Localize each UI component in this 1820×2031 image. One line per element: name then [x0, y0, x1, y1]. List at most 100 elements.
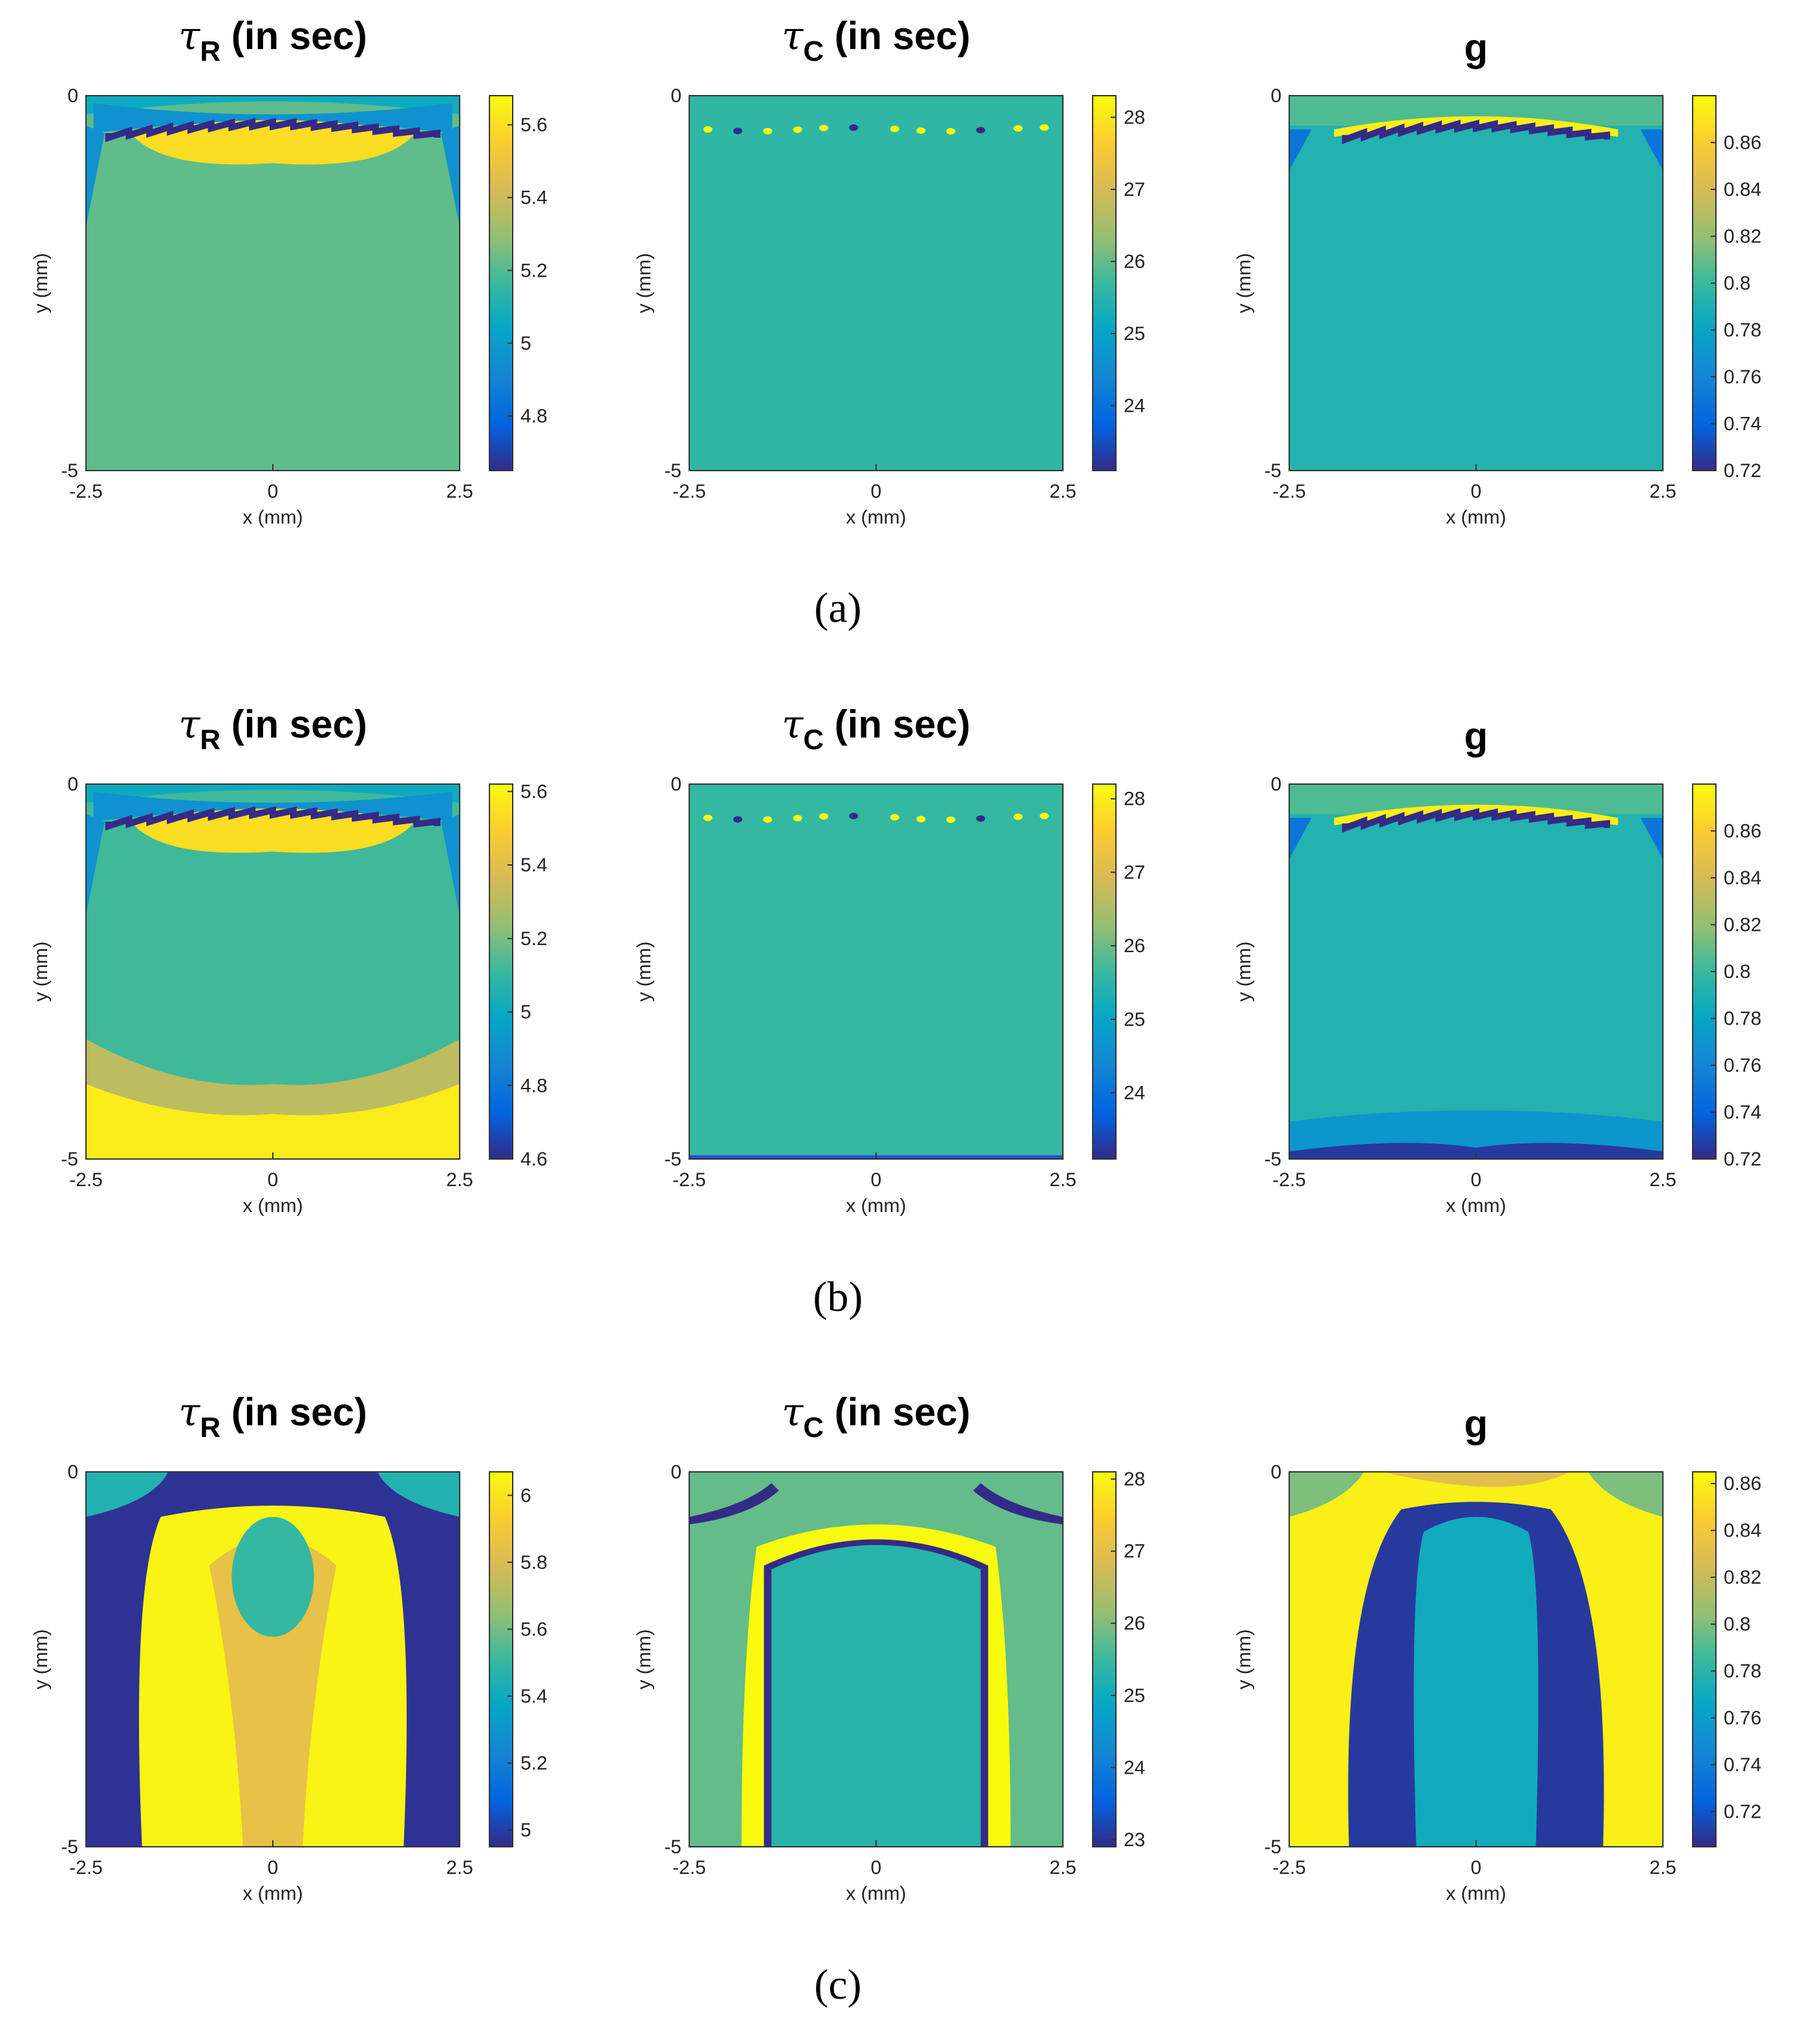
colorbar-tick-label: 0.84 — [1724, 1520, 1761, 1542]
title-symbol: τ — [178, 702, 200, 747]
title-subscript: R — [200, 724, 220, 756]
colorbar-tick-label: 27 — [1124, 862, 1145, 883]
colorbar-tick-label: 5.4 — [520, 855, 548, 876]
colorbar-tick-label: 27 — [1124, 179, 1145, 200]
colorbar-tick-label: 4.6 — [520, 1149, 548, 1170]
top-left-fan — [86, 1472, 169, 1517]
y-tick-label: 0 — [670, 85, 681, 107]
outlier-dot — [890, 125, 899, 133]
colorbar-tick-label: 24 — [1124, 1757, 1145, 1778]
colorbar-tick-label: 26 — [1124, 251, 1145, 273]
outlier-dot — [916, 127, 926, 134]
colorbar-tick-label: 26 — [1124, 1613, 1145, 1634]
colorbar-tick-label: 0.76 — [1724, 367, 1761, 388]
x-tick-label: 2.5 — [446, 481, 473, 502]
x-tick-label: 0 — [268, 1857, 279, 1878]
colorbar — [489, 95, 513, 471]
outlier-dot — [916, 816, 926, 823]
colorbar-tick-label: 0.86 — [1724, 1473, 1761, 1494]
colorbar-tick-label: 28 — [1124, 1469, 1145, 1490]
colorbar-tick-label: 0.74 — [1724, 1102, 1761, 1123]
x-tick-label: 0 — [1471, 1857, 1482, 1878]
y-axis-label: y (mm) — [634, 1629, 655, 1689]
x-tick-label: 2.5 — [1649, 1169, 1676, 1191]
y-tick-label: 0 — [67, 1462, 78, 1483]
left-stripe — [689, 1483, 779, 1525]
left-edge-wedge — [1289, 129, 1312, 171]
y-axis-label: y (mm) — [1234, 1629, 1255, 1689]
outlier-dot — [703, 126, 712, 133]
title-symbol: τ — [782, 1390, 804, 1435]
title-text: (in sec) — [824, 1390, 970, 1434]
colorbar-tick-label: 0.82 — [1724, 1567, 1761, 1588]
outlier-dot — [793, 126, 802, 133]
x-tick-label: 2.5 — [1649, 481, 1676, 502]
x-tick-label: 0 — [1471, 1169, 1482, 1191]
panel-title: τR (in sec) — [178, 14, 367, 67]
y-tick-label: -5 — [664, 1836, 681, 1858]
y-tick-label: 0 — [1270, 1462, 1281, 1483]
colorbar-tick-label: 24 — [1124, 1083, 1145, 1104]
outlier-dot — [849, 124, 859, 131]
colorbar-tick-label: 26 — [1124, 935, 1145, 957]
top-right-fan — [1588, 1472, 1663, 1517]
x-tick-label: 0 — [268, 1169, 279, 1191]
x-axis-label: x (mm) — [846, 1195, 906, 1217]
title-text: (in sec) — [824, 703, 970, 746]
colorbar-tick-label: 5.2 — [520, 928, 548, 950]
colorbar-tick-label: 5.8 — [520, 1552, 548, 1573]
top-left-fan — [1289, 1472, 1364, 1517]
x-axis-label: x (mm) — [846, 1883, 906, 1904]
title-symbol: τ — [178, 14, 200, 59]
colorbar-tick-label: 5 — [520, 1820, 531, 1841]
x-tick-label: 0 — [871, 481, 882, 502]
colorbar-tick-label: 0.78 — [1724, 1661, 1761, 1682]
outlier-dot — [976, 815, 985, 822]
colorbar-tick-label: 4.8 — [520, 406, 548, 427]
colorbar-tick-label: 25 — [1124, 1685, 1145, 1707]
yellow-arc — [1334, 116, 1618, 137]
y-tick-label: -5 — [664, 460, 681, 482]
colorbar-tick-label: 0.84 — [1724, 867, 1761, 889]
outlier-dot — [849, 813, 859, 820]
outlier-dot — [1040, 124, 1049, 131]
x-tick-label: 0 — [1471, 481, 1482, 502]
x-tick-label: -2.5 — [672, 1857, 706, 1878]
panel-a-3: g -2.5 0 2.5 x (mm) 0 -5 y (mm) 0.86 0.84 0.82 0.8 0… — [1234, 26, 1761, 528]
outlier-dot — [763, 127, 773, 134]
panel-a-1: τR (in sec) -2.5 0 2.5 x (mm) 0 -5 y (mm) 5.6 5.4… — [30, 14, 548, 528]
colorbar-tick-label: 5.2 — [520, 1753, 548, 1774]
panel-b-1: τR (in sec) -2.5 0 2.5 x (mm) 0 -5 y (mm) 5.6 5.4… — [30, 702, 548, 1217]
y-tick-label: -5 — [1264, 1149, 1281, 1170]
panel-title: τR (in sec) — [178, 1390, 367, 1443]
title-text: (in sec) — [824, 14, 970, 58]
outlier-dot — [976, 127, 985, 134]
colorbar — [1092, 783, 1117, 1160]
panel-title: τC (in sec) — [782, 14, 970, 67]
colorbar-tick-label: 0.82 — [1724, 915, 1761, 936]
y-tick-label: -5 — [1264, 1836, 1281, 1858]
colorbar-tick-label: 0.72 — [1724, 1802, 1761, 1823]
boundary-line — [1342, 808, 1611, 833]
panel-c-3: g -2.5 0 2.5 x (mm) 0 -5 y (mm) 0.86 0.84 0.82 0.8 0… — [1234, 1402, 1761, 1904]
colorbar-tick-label: 25 — [1124, 323, 1145, 345]
x-tick-label: -2.5 — [672, 481, 706, 502]
outlier-dot — [1013, 125, 1023, 132]
title-text: g — [1464, 1402, 1488, 1445]
top-blue-band — [93, 103, 453, 133]
top-blue-band — [93, 791, 453, 822]
outlier-dot — [763, 816, 773, 823]
x-tick-label: -2.5 — [1272, 481, 1306, 502]
y-tick-label: -5 — [61, 1836, 78, 1858]
y-tick-label: 0 — [67, 774, 78, 795]
warm-cap — [131, 120, 415, 165]
x-tick-label: 0 — [871, 1169, 882, 1191]
y-tick-label: 0 — [670, 774, 681, 795]
colorbar — [1092, 95, 1117, 471]
colorbar-tick-label: 0.78 — [1724, 1008, 1761, 1030]
y-axis-label: y (mm) — [634, 941, 655, 1001]
heatmap-field — [1289, 1472, 1663, 1847]
y-tick-label: -5 — [664, 1149, 681, 1170]
y-axis-label: y (mm) — [30, 941, 52, 1001]
